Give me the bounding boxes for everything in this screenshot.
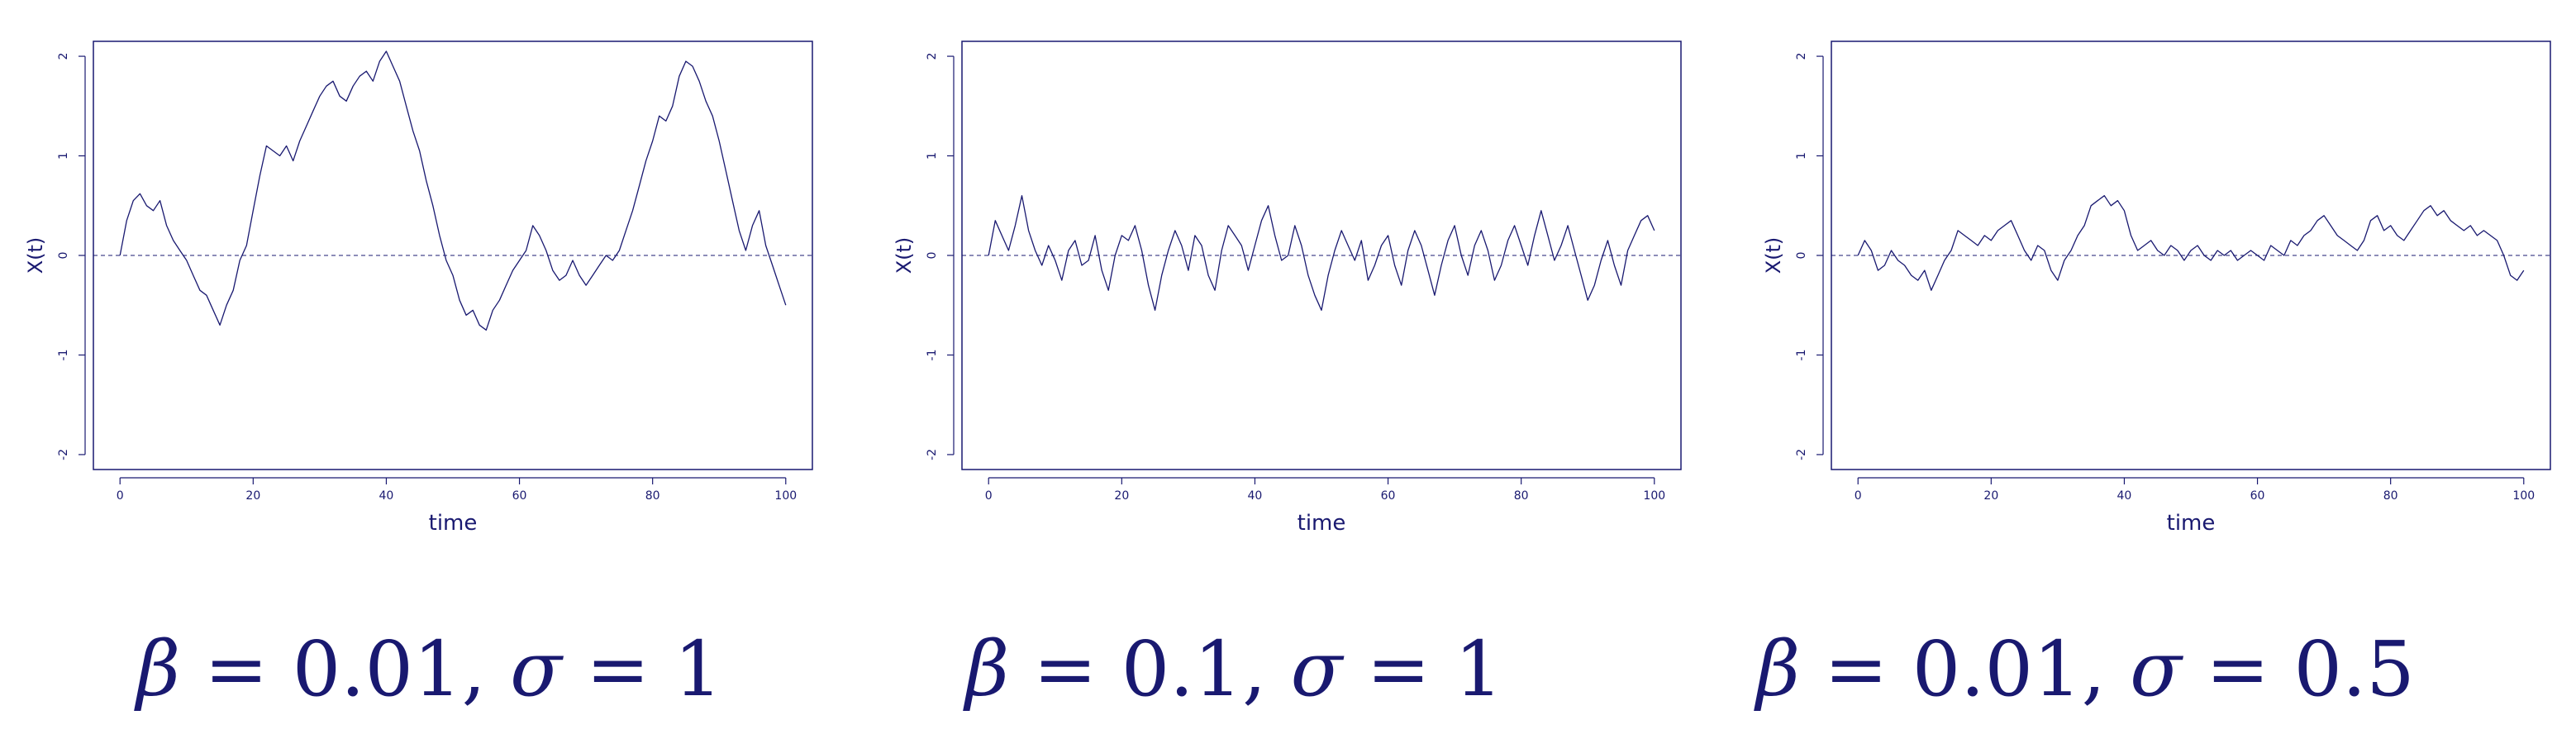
caption-beta-value: = 0.01, <box>180 625 511 713</box>
series-line <box>1857 195 2525 291</box>
chart-panel-2: 0 20 40 60 80 100 -2 -1 0 1 2 time X(t) <box>893 41 1682 536</box>
caption-beta-symbol: β <box>136 625 181 713</box>
x-tick-label: 100 <box>1643 489 1665 503</box>
y-tick-label: 1 <box>926 152 939 160</box>
caption-sigma-value: = 1 <box>1342 625 1503 713</box>
caption-panel-1: β = 0.01, σ = 1 <box>136 624 722 715</box>
y-tick-label: -2 <box>926 449 939 460</box>
caption-beta-value: = 0.01, <box>1800 625 2131 713</box>
x-tick-label: 20 <box>1983 489 1998 503</box>
x-tick-label: 20 <box>245 489 260 503</box>
caption-sigma-symbol: σ <box>510 625 562 713</box>
chart-panel-3: 0 20 40 60 80 100 -2 -1 0 1 2 time X(t) <box>1762 41 2551 536</box>
caption-beta-symbol: β <box>965 625 1010 713</box>
y-tick-label: 0 <box>57 252 70 260</box>
y-tick-label: 2 <box>1795 53 1808 60</box>
y-tick-label: 1 <box>57 152 70 160</box>
series-line <box>119 50 787 331</box>
series-line <box>988 195 1655 311</box>
chart-panel-1: 0 20 40 60 80 100 -2 -1 0 1 2 time X(t) <box>24 41 813 536</box>
x-axis-label: time <box>2167 511 2216 536</box>
y-axis-label: X(t) <box>1762 237 1785 274</box>
x-tick-label: 0 <box>117 489 124 503</box>
x-tick-label: 60 <box>1381 489 1396 503</box>
caption-sigma-symbol: σ <box>1290 625 1343 713</box>
y-tick-label: 0 <box>1795 252 1808 260</box>
y-tick-label: 0 <box>926 252 939 260</box>
x-tick-label: 100 <box>774 489 797 503</box>
y-axis-label: X(t) <box>893 237 916 274</box>
y-tick-label: -2 <box>57 449 70 460</box>
caption-panel-3: β = 0.01, σ = 0.5 <box>1756 624 2415 715</box>
caption-panel-2: β = 0.1, σ = 1 <box>965 624 1502 715</box>
y-tick-label: 1 <box>1795 152 1808 160</box>
caption-sigma-symbol: σ <box>2130 625 2182 713</box>
y-tick-label: -2 <box>1795 449 1808 460</box>
caption-sigma-value: = 1 <box>561 625 723 713</box>
y-tick-label: -1 <box>57 349 70 360</box>
x-tick-label: 40 <box>1248 489 1263 503</box>
x-tick-label: 80 <box>2383 489 2398 503</box>
x-tick-label: 40 <box>2117 489 2132 503</box>
caption-beta-symbol: β <box>1756 625 1801 713</box>
x-tick-label: 60 <box>512 489 527 503</box>
y-tick-label: 2 <box>926 53 939 60</box>
caption-sigma-value: = 0.5 <box>2181 625 2415 713</box>
x-tick-label: 0 <box>1855 489 1862 503</box>
caption-beta-value: = 0.1, <box>1009 625 1291 713</box>
y-axis-label: X(t) <box>24 237 47 274</box>
x-axis-label: time <box>429 511 478 536</box>
y-tick-label: -1 <box>926 349 939 360</box>
y-tick-label: -1 <box>1795 349 1808 360</box>
x-axis-label: time <box>1298 511 1346 536</box>
x-tick-label: 0 <box>985 489 993 503</box>
x-tick-label: 100 <box>2512 489 2535 503</box>
y-tick-label: 2 <box>57 53 70 60</box>
x-tick-label: 80 <box>645 489 660 503</box>
x-tick-label: 60 <box>2250 489 2265 503</box>
x-tick-label: 20 <box>1114 489 1129 503</box>
x-tick-label: 40 <box>379 489 394 503</box>
x-tick-label: 80 <box>1514 489 1529 503</box>
